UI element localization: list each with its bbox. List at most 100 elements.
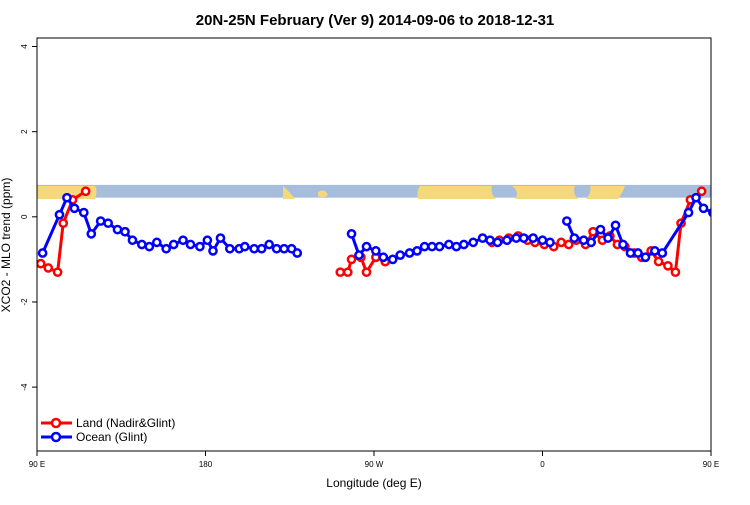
ocean-point-2-4 xyxy=(595,224,606,235)
ocean-point-0-26 xyxy=(256,243,267,254)
map-land-3 xyxy=(318,190,328,198)
land-point-2-21 xyxy=(663,260,673,271)
ocean-point-0-2 xyxy=(62,192,72,203)
x-tick-label-2: 90 W xyxy=(365,460,384,469)
ocean-point-2-17 xyxy=(717,230,724,237)
ocean-point-2-11 xyxy=(649,246,660,256)
ocean-point-0-1 xyxy=(54,209,65,220)
ocean-point-0-21 xyxy=(215,233,226,243)
ocean-point-1-0 xyxy=(346,229,357,239)
legend: Land (Nadir&Glint) Ocean (Glint) xyxy=(41,416,175,444)
ocean-point-2-20 xyxy=(743,226,750,233)
ocean-point-0-17 xyxy=(185,239,196,250)
ocean-point-1-14 xyxy=(459,239,469,250)
land-point-2-8 xyxy=(556,237,567,248)
y-tick-label-4: -4 xyxy=(20,383,29,391)
ocean-point-0-0 xyxy=(37,248,48,258)
ocean-point-2-2 xyxy=(578,235,589,246)
ocean-point-0-14 xyxy=(161,243,172,254)
legend-ocean-marker xyxy=(50,431,62,443)
ocean-point-2-10 xyxy=(640,252,651,263)
ocean-point-1-18 xyxy=(492,237,503,248)
map-land-2 xyxy=(283,186,295,199)
legend-land-marker xyxy=(50,417,62,429)
y-axis: 4 2 0 -2 -4 xyxy=(20,44,37,391)
ocean-series-line-2 xyxy=(565,196,711,259)
ocean-point-0-16 xyxy=(178,235,188,246)
map-strip xyxy=(37,184,711,199)
ocean-point-1-13 xyxy=(451,241,462,252)
ocean-point-1-19 xyxy=(502,235,512,246)
ocean-point-1-20 xyxy=(511,233,522,243)
ocean-point-1-23 xyxy=(537,235,548,246)
y-axis-label: XCO2 - MLO trend (ppm) xyxy=(0,178,13,313)
y-tick-label-2: 0 xyxy=(20,214,29,219)
ocean-point-0-4 xyxy=(78,207,89,218)
legend-ocean-label: Ocean (Glint) xyxy=(76,430,147,444)
ocean-point-1-16 xyxy=(477,233,488,243)
ocean-point-0-25 xyxy=(249,243,260,254)
x-axis-label: Longitude (deg E) xyxy=(326,476,421,490)
ocean-point-0-28 xyxy=(271,243,282,254)
land-point-1-2 xyxy=(346,254,357,265)
ocean-point-2-9 xyxy=(633,248,643,258)
land-point-0-2 xyxy=(52,267,63,278)
series-layer xyxy=(37,186,750,278)
ocean-point-1-4 xyxy=(378,252,389,263)
x-axis: 90 E 180 90 W 0 90 E xyxy=(29,451,719,469)
ocean-point-2-6 xyxy=(610,220,621,231)
ocean-point-1-12 xyxy=(444,239,454,250)
chart-title: 20N-25N February (Ver 9) 2014-09-06 to 2… xyxy=(196,12,555,29)
land-point-0-0 xyxy=(37,258,46,269)
ocean-point-0-15 xyxy=(168,239,179,250)
legend-item-ocean: Ocean (Glint) xyxy=(41,430,147,444)
land-point-2-9 xyxy=(563,239,574,250)
ocean-point-2-16 xyxy=(708,208,711,218)
map-land-6 xyxy=(586,186,625,199)
ocean-point-2-19 xyxy=(734,220,741,227)
ocean-point-0-29 xyxy=(279,243,289,254)
ocean-point-1-15 xyxy=(468,237,479,248)
ocean-point-1-21 xyxy=(518,233,529,243)
ocean-point-0-9 xyxy=(120,226,130,237)
ocean-point-0-27 xyxy=(264,239,275,250)
ocean-point-0-12 xyxy=(144,241,155,252)
ocean-point-1-11 xyxy=(434,241,445,252)
ocean-point-1-22 xyxy=(528,233,538,243)
ocean-point-1-2 xyxy=(361,241,372,252)
ocean-point-0-18 xyxy=(195,241,205,252)
land-point-1-4 xyxy=(361,267,372,278)
land-point-0-1 xyxy=(43,263,54,273)
ocean-point-0-31 xyxy=(292,248,303,258)
ocean-point-1-5 xyxy=(387,254,398,265)
ocean-point-0-7 xyxy=(103,218,113,229)
ocean-point-1-9 xyxy=(419,241,430,252)
ocean-point-1-7 xyxy=(404,248,415,258)
ocean-point-2-8 xyxy=(625,248,636,258)
ocean-point-0-13 xyxy=(151,237,162,248)
x-tick-label-0: 90 E xyxy=(29,460,45,469)
ocean-point-1-10 xyxy=(427,241,437,252)
land-point-1-1 xyxy=(342,267,353,278)
ocean-point-2-13 xyxy=(683,207,694,218)
x-tick-label-3: 0 xyxy=(540,460,545,469)
ocean-point-0-22 xyxy=(224,243,235,254)
land-point-0-3 xyxy=(58,218,69,229)
ocean-point-1-6 xyxy=(395,250,406,260)
x-tick-label-4: 90 E xyxy=(703,460,719,469)
ocean-point-2-5 xyxy=(603,233,613,243)
ocean-point-1-24 xyxy=(545,237,555,248)
ocean-point-2-12 xyxy=(657,248,668,258)
map-land-5 xyxy=(512,186,578,199)
land-point-2-20 xyxy=(653,256,664,267)
y-tick-label-3: -2 xyxy=(20,298,29,306)
ocean-point-2-18 xyxy=(726,217,733,224)
x-tick-label-1: 180 xyxy=(199,460,213,469)
legend-item-land: Land (Nadir&Glint) xyxy=(41,416,175,430)
y-tick-label-0: 4 xyxy=(20,44,29,49)
ocean-point-0-5 xyxy=(86,229,97,239)
land-point-0-5 xyxy=(80,186,91,197)
ocean-point-0-10 xyxy=(127,235,138,246)
ocean-point-2-7 xyxy=(618,239,628,250)
